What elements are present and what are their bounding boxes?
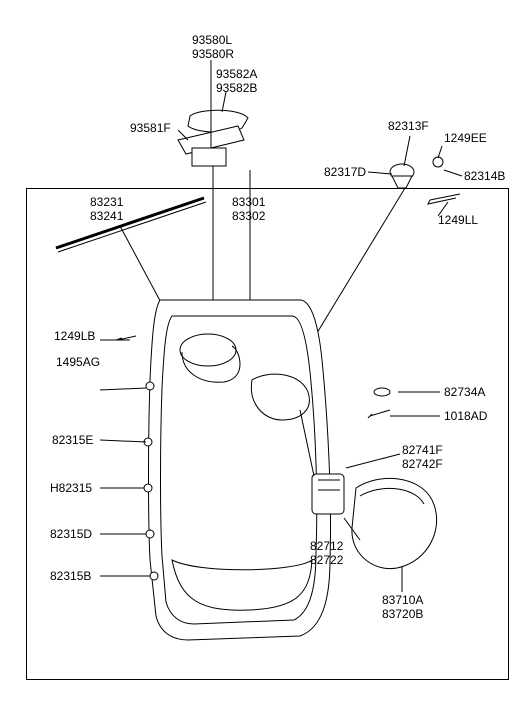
callout-82315B: 82315B [50,570,91,583]
callout-82314B: 82314B [464,170,505,183]
callout-93580R: 93580R [192,48,234,61]
callout-83710A: 83710A [382,594,423,607]
callout-93581F: 93581F [130,122,171,135]
callout-1018AD: 1018AD [444,410,487,423]
callout-82734A: 82734A [444,386,485,399]
callout-83302: 83302 [232,210,265,223]
callout-1249LB: 1249LB [54,330,95,343]
diagram-root: { "frame": {"x":26,"y":188,"w":481,"h":4… [0,0,532,727]
callout-1495AG: 1495AG [56,356,100,369]
callout-82741F: 82741F [402,444,443,457]
callout-83720B: 83720B [382,608,423,621]
callout-83241: 83241 [90,210,123,223]
callout-93582A: 93582A [216,68,257,81]
callout-82317D: 82317D [324,166,366,179]
callout-H82315: H82315 [50,482,92,495]
callout-83301: 83301 [232,196,265,209]
callout-83231: 83231 [90,196,123,209]
callout-93580L: 93580L [192,34,232,47]
callout-82742F: 82742F [402,458,443,471]
callout-82722: 82722 [310,554,343,567]
callout-1249LL: 1249LL [438,214,478,227]
callout-82315D: 82315D [50,528,92,541]
callout-82712: 82712 [310,540,343,553]
callout-82313F: 82313F [388,120,429,133]
callout-82315E: 82315E [52,434,93,447]
callout-1249EE: 1249EE [444,132,487,145]
callout-93582B: 93582B [216,82,257,95]
